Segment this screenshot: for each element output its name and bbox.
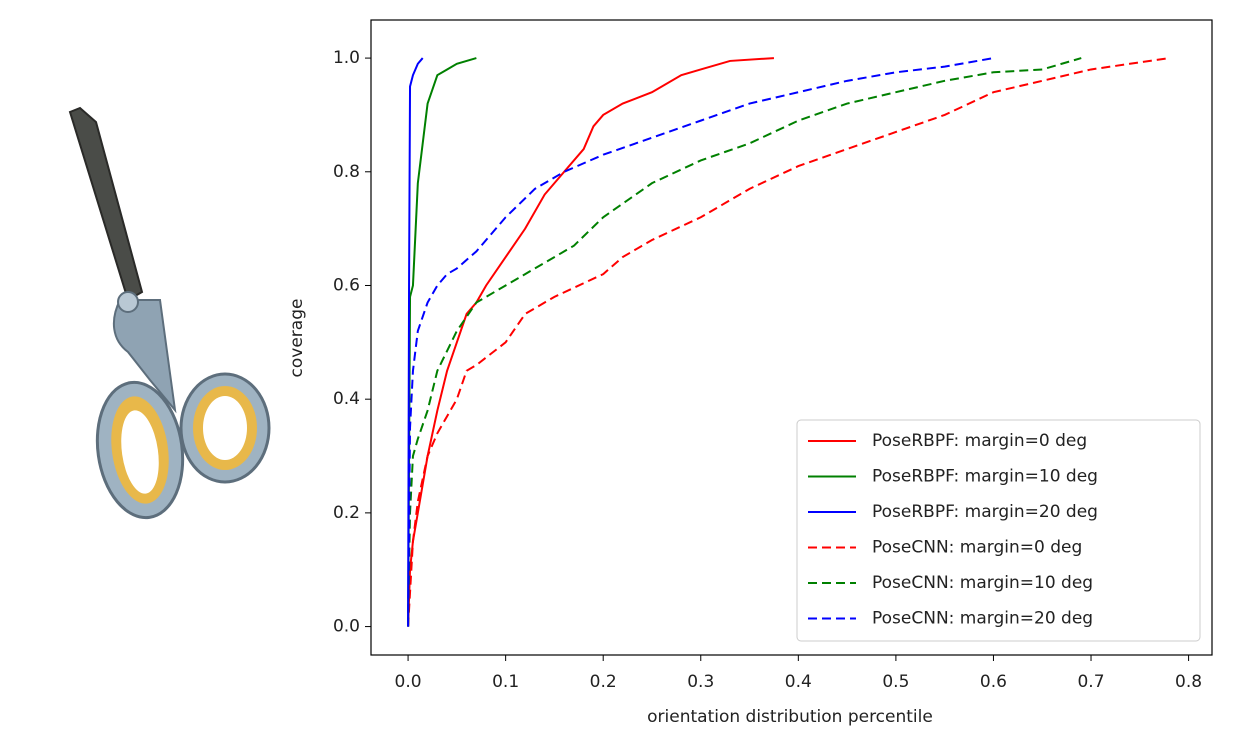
series-line bbox=[407, 57, 424, 627]
x-axis-label: orientation distribution percentile bbox=[647, 707, 933, 727]
x-tick-label: 0.1 bbox=[492, 672, 519, 692]
series-line bbox=[407, 57, 994, 627]
y-tick-label: 0.2 bbox=[333, 503, 360, 523]
x-tick-label: 0.8 bbox=[1175, 672, 1202, 692]
legend-label: PoseCNN: margin=20 deg bbox=[872, 609, 1093, 629]
scissors-image bbox=[68, 106, 271, 520]
y-tick-label: 0.6 bbox=[333, 275, 360, 295]
legend-label: PoseCNN: margin=0 deg bbox=[872, 538, 1082, 558]
legend-label: PoseRBPF: margin=20 deg bbox=[872, 502, 1098, 522]
x-tick-label: 0.0 bbox=[395, 672, 422, 692]
series-line bbox=[407, 57, 1170, 627]
series-line bbox=[407, 57, 775, 627]
x-tick-label: 0.5 bbox=[882, 672, 909, 692]
x-tick-label: 0.6 bbox=[980, 672, 1007, 692]
x-tick-label: 0.2 bbox=[590, 672, 617, 692]
plot-area bbox=[407, 57, 1170, 627]
y-tick-label: 0.8 bbox=[333, 162, 360, 182]
legend-label: PoseRBPF: margin=10 deg bbox=[872, 467, 1098, 487]
legend-label: PoseCNN: margin=10 deg bbox=[872, 573, 1093, 593]
y-tick-label: 0.4 bbox=[333, 389, 360, 409]
legend-label: PoseRBPF: margin=0 deg bbox=[872, 431, 1087, 451]
y-tick-label: 1.0 bbox=[333, 48, 360, 68]
series-line bbox=[407, 57, 477, 627]
x-tick-label: 0.3 bbox=[687, 672, 714, 692]
x-tick-label: 0.4 bbox=[785, 672, 812, 692]
series-line bbox=[407, 57, 1082, 627]
y-tick-label: 0.0 bbox=[333, 617, 360, 637]
x-tick-label: 0.7 bbox=[1077, 672, 1104, 692]
axes-frame bbox=[370, 19, 1213, 656]
legend-box bbox=[796, 419, 1201, 642]
y-axis-label: coverage bbox=[287, 299, 307, 378]
